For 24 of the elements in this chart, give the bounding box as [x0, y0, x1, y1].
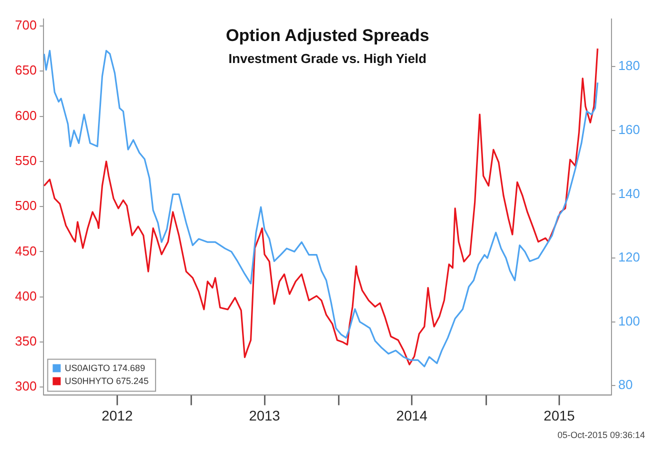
- chart-title: Option Adjusted Spreads: [226, 26, 430, 45]
- legend-label: US0AIGTO 174.689: [64, 363, 146, 374]
- y-tick-label: 650: [14, 62, 37, 78]
- y2-tick-label: 160: [618, 122, 640, 138]
- y-tick-label: 600: [14, 108, 37, 123]
- y2-tick-label: 140: [618, 186, 640, 201]
- text: Investment Grade vs. High Yield: [228, 50, 427, 66]
- y2-tick-label: 100: [618, 313, 640, 328]
- y-tick-label: 500: [14, 198, 37, 214]
- legend-label: US0HHYTO 675.245: [64, 376, 149, 386]
- y-tick-label: 400: [14, 288, 37, 304]
- x-tick-label: 2012: [102, 407, 133, 424]
- x-tick-label: 2015: [544, 407, 576, 424]
- y2-tick-label: 80: [618, 377, 633, 392]
- x-tick-label: 2013: [248, 407, 280, 424]
- text: 05-Oct-2015 09:36:14: [557, 430, 645, 440]
- x-tick-label: 2014: [396, 407, 428, 424]
- y-tick-label: 550: [14, 152, 37, 168]
- y2-tick-label: 180: [618, 58, 640, 74]
- y-tick-label: 350: [14, 334, 37, 349]
- y2-tick-label: 120: [618, 250, 640, 265]
- y-tick-label: 450: [14, 243, 37, 258]
- y-tick-label: 700: [14, 18, 37, 33]
- y-tick-label: 300: [14, 378, 37, 394]
